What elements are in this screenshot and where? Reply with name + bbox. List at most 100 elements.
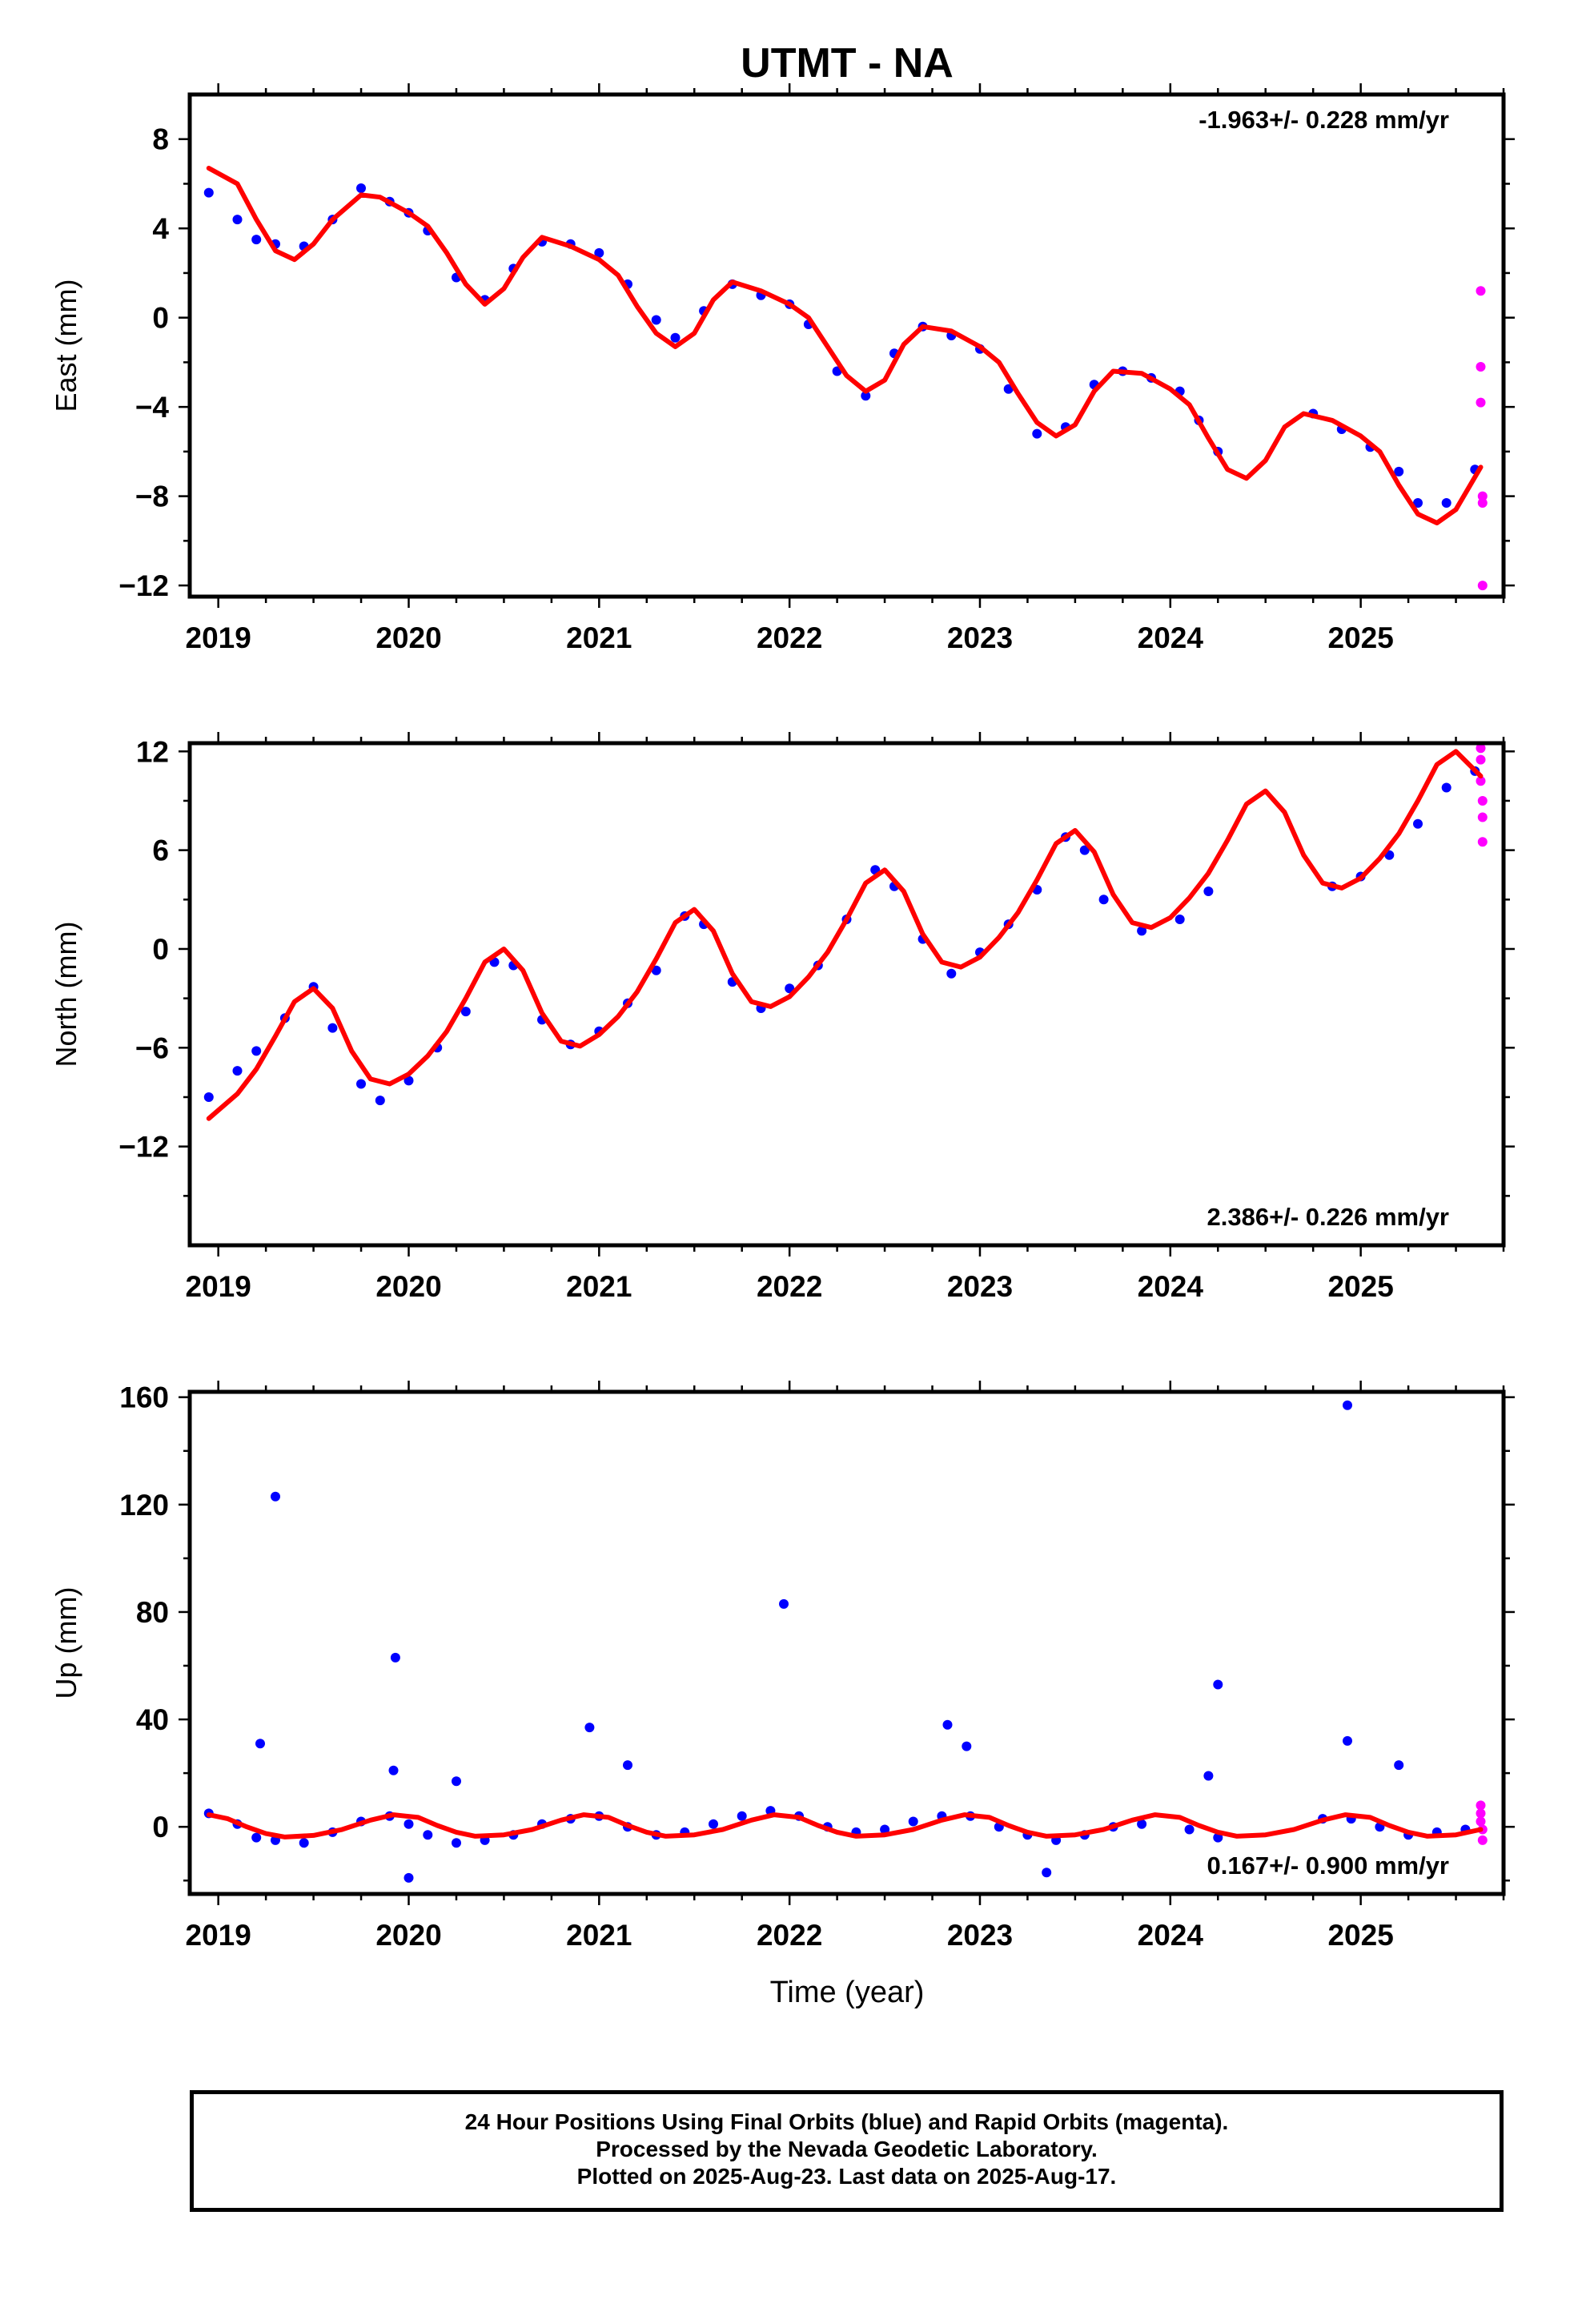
up-model-curve (206, 1812, 1484, 1839)
final-orbit-point (1203, 1771, 1214, 1781)
final-orbit-point (1343, 1735, 1352, 1746)
final-orbit-point (404, 1819, 414, 1829)
x-tick-label: 2019 (186, 621, 251, 654)
footer-line-2: Processed by the Nevada Geodetic Laborat… (596, 2137, 1098, 2161)
x-tick-label: 2025 (1327, 1270, 1393, 1303)
final-orbit-point (1137, 1819, 1147, 1829)
final-orbit-point (271, 1491, 280, 1502)
rapid-orbit-point (1477, 498, 1488, 508)
y-tick-label: −12 (118, 1131, 169, 1164)
y-tick-label: −6 (135, 1031, 169, 1064)
north-model-curve (206, 749, 1484, 1121)
rapid-orbit-point (1477, 837, 1488, 847)
rapid-orbit-point (1477, 796, 1488, 806)
final-orbit-point (709, 1819, 718, 1829)
x-tick-label: 2020 (375, 1270, 441, 1303)
final-orbit-point (594, 247, 604, 258)
y-tick-label: −12 (118, 569, 169, 602)
x-tick-label: 2025 (1327, 1919, 1393, 1952)
up-final-points (203, 1400, 1471, 1883)
rapid-orbit-point (1476, 397, 1486, 408)
y-tick-label: 120 (119, 1489, 169, 1522)
chart-title: UTMT - NA (741, 40, 954, 86)
north-frame (187, 741, 1506, 1248)
y-tick-label: 0 (152, 1811, 169, 1844)
x-tick-label: 2023 (947, 621, 1013, 654)
rapid-orbit-point (1476, 286, 1486, 296)
up-rate-label: 0.167+/- 0.900 mm/yr (1207, 1852, 1449, 1880)
y-tick-label: 80 (136, 1596, 169, 1629)
final-orbit-point (623, 1760, 632, 1771)
rapid-orbit-point (1476, 362, 1486, 372)
final-orbit-point (327, 1023, 338, 1033)
final-orbit-point (251, 235, 262, 245)
final-orbit-point (1032, 428, 1042, 439)
rapid-orbit-point (1477, 491, 1488, 501)
x-tick-label: 2020 (375, 1919, 441, 1952)
north-y-axis-label: North (mm) (50, 922, 82, 1068)
final-orbit-point (203, 187, 214, 198)
x-tick-label: 2020 (375, 621, 441, 654)
x-tick-label: 2024 (1138, 621, 1204, 654)
final-orbit-point (880, 1824, 890, 1835)
final-orbit-point (1213, 1679, 1223, 1690)
final-orbit-point (651, 315, 661, 325)
final-orbit-point (375, 1096, 385, 1106)
final-orbit-point (299, 1838, 309, 1848)
final-orbit-point (452, 1776, 461, 1787)
final-orbit-point (946, 968, 957, 979)
y-tick-label: 8 (152, 123, 169, 156)
final-orbit-point (861, 391, 871, 401)
final-orbit-point (942, 1719, 953, 1730)
rapid-orbit-point (1477, 581, 1488, 591)
final-orbit-point (388, 1765, 399, 1775)
rapid-orbit-point (1476, 776, 1486, 786)
y-tick-label: 6 (152, 834, 169, 867)
y-tick-label: 4 (152, 212, 169, 245)
final-orbit-point (404, 1076, 414, 1086)
north-rate-label: 2.386+/- 0.226 mm/yr (1207, 1203, 1449, 1231)
east-final-points (203, 183, 1480, 508)
final-orbit-point (1394, 466, 1404, 476)
final-orbit-point (1413, 498, 1423, 508)
footer-line-3: Plotted on 2025-Aug-23. Last data on 202… (576, 2164, 1117, 2189)
final-orbit-point (356, 183, 366, 193)
x-tick-label: 2021 (566, 621, 632, 654)
rapid-orbit-point (1477, 812, 1488, 822)
up-panel: 160 120 80 40 0 2019 2020 2021 2022 2023 2024 2025 U… (50, 1381, 1515, 1952)
x-tick-label: 2024 (1138, 1270, 1204, 1303)
footer-caption: 24 Hour Positions Using Final Orbits (bl… (190, 2090, 1504, 2212)
final-orbit-point (255, 1739, 265, 1749)
final-orbit-point (1203, 887, 1214, 896)
y-tick-label: 12 (136, 735, 169, 768)
x-tick-label: 2023 (947, 1919, 1013, 1952)
north-rapid-points (1476, 743, 1488, 847)
final-orbit-point (1413, 818, 1423, 829)
final-orbit-point (232, 1066, 243, 1076)
final-orbit-point (1098, 895, 1109, 905)
up-rapid-points (1476, 1800, 1488, 1845)
final-orbit-point (1042, 1868, 1052, 1878)
final-orbit-point (1003, 384, 1014, 394)
final-orbit-point (460, 1007, 471, 1017)
x-tick-label: 2024 (1138, 1919, 1204, 1952)
final-orbit-point (251, 1046, 262, 1056)
x-tick-label: 2019 (186, 1270, 251, 1303)
rapid-orbit-point (1476, 1816, 1486, 1827)
final-orbit-point (1441, 782, 1452, 793)
final-orbit-point (390, 1652, 400, 1663)
final-orbit-point (1213, 1832, 1223, 1843)
x-tick-label: 2022 (757, 1270, 822, 1303)
final-orbit-point (232, 215, 243, 225)
final-orbit-point (452, 1838, 461, 1848)
x-axis-label: Time (year) (770, 1976, 925, 2009)
x-tick-label: 2025 (1327, 621, 1393, 654)
up-frame (187, 1389, 1506, 1896)
east-frame (187, 92, 1506, 599)
y-tick-label: 40 (136, 1703, 169, 1736)
rapid-orbit-point (1476, 754, 1486, 765)
final-orbit-point (1184, 1824, 1195, 1835)
x-tick-label: 2021 (566, 1919, 632, 1952)
east-rate-label: -1.963+/- 0.228 mm/yr (1199, 106, 1449, 134)
